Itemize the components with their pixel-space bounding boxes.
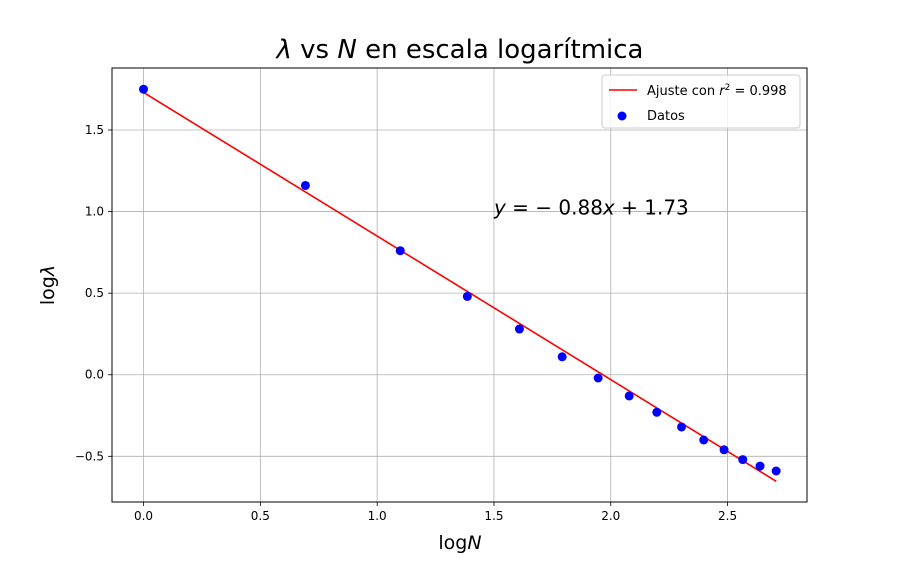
legend-fit-sup: 2: [725, 83, 731, 93]
y-tick-label: 1.0: [85, 205, 104, 219]
fit-line: [143, 91, 777, 482]
x-tick-label: 1.0: [368, 509, 387, 523]
annotation-part-1: = − 0.88: [506, 196, 603, 220]
data-point: [395, 246, 405, 256]
y-tick-label: −0.5: [75, 449, 104, 463]
legend: Ajuste con r2 = 0.998 Datos: [601, 74, 801, 129]
ylabel-part-1: λ: [37, 265, 59, 277]
xlabel-part-0: log: [438, 532, 467, 554]
annotation-part-0: y: [493, 196, 507, 220]
data-point: [300, 180, 310, 190]
data-point: [557, 352, 567, 362]
y-tick-label: 0.0: [85, 368, 104, 382]
data-point: [719, 445, 729, 455]
x-tick-label: 2.5: [718, 509, 737, 523]
legend-fit-label: Ajuste con r2 = 0.998: [647, 83, 787, 99]
y-tick-label: 0.5: [85, 286, 104, 300]
plot-frame: [111, 67, 808, 503]
y-axis-label: logλ: [37, 265, 59, 305]
title-part-2: N: [337, 35, 356, 65]
legend-data-label: Datos: [647, 109, 685, 124]
data-point: [139, 84, 149, 94]
x-axis: 0.0 0.5 1.0 1.5 2.0 2.5: [134, 502, 737, 523]
legend-fit-suffix: = 0.998: [730, 84, 786, 99]
data-point: [699, 435, 709, 445]
data-point: [677, 422, 687, 432]
data-point: [514, 324, 524, 334]
data-point: [593, 373, 603, 383]
data-point: [652, 407, 662, 417]
data-point: [738, 455, 748, 465]
legend-box: [601, 74, 801, 129]
data-point: [462, 291, 472, 301]
x-tick-label: 2.0: [601, 509, 620, 523]
ylabel-part-0: log: [37, 276, 59, 305]
legend-fit-prefix: Ajuste con: [647, 84, 719, 99]
data-point: [771, 466, 781, 476]
title-part-3: en escala logarítmica: [357, 35, 644, 65]
annotation-part-2: x: [602, 196, 615, 220]
x-tick-label: 0.5: [251, 509, 270, 523]
title-part-0: λ: [275, 35, 292, 65]
grid: [112, 68, 807, 502]
data-point: [624, 391, 634, 401]
x-axis-label: logN: [438, 532, 481, 554]
legend-fit-var: r: [719, 84, 726, 99]
data-point: [755, 461, 765, 471]
x-tick-label: 1.5: [484, 509, 503, 523]
chart-title: λ vs N en escala logarítmica: [275, 35, 644, 65]
y-axis: −0.5 0.0 0.5 1.0 1.5: [75, 123, 112, 463]
fit-line-layer: [143, 91, 777, 482]
fit-equation-annotation: y = − 0.88x + 1.73: [493, 196, 689, 220]
legend-point-swatch: [617, 111, 627, 121]
title-part-1: vs: [292, 35, 337, 65]
x-tick-label: 0.0: [134, 509, 153, 523]
y-tick-label: 1.5: [85, 123, 104, 137]
data-points: [139, 84, 781, 476]
xlabel-part-1: N: [467, 532, 481, 554]
annotation-part-3: + 1.73: [615, 196, 689, 220]
